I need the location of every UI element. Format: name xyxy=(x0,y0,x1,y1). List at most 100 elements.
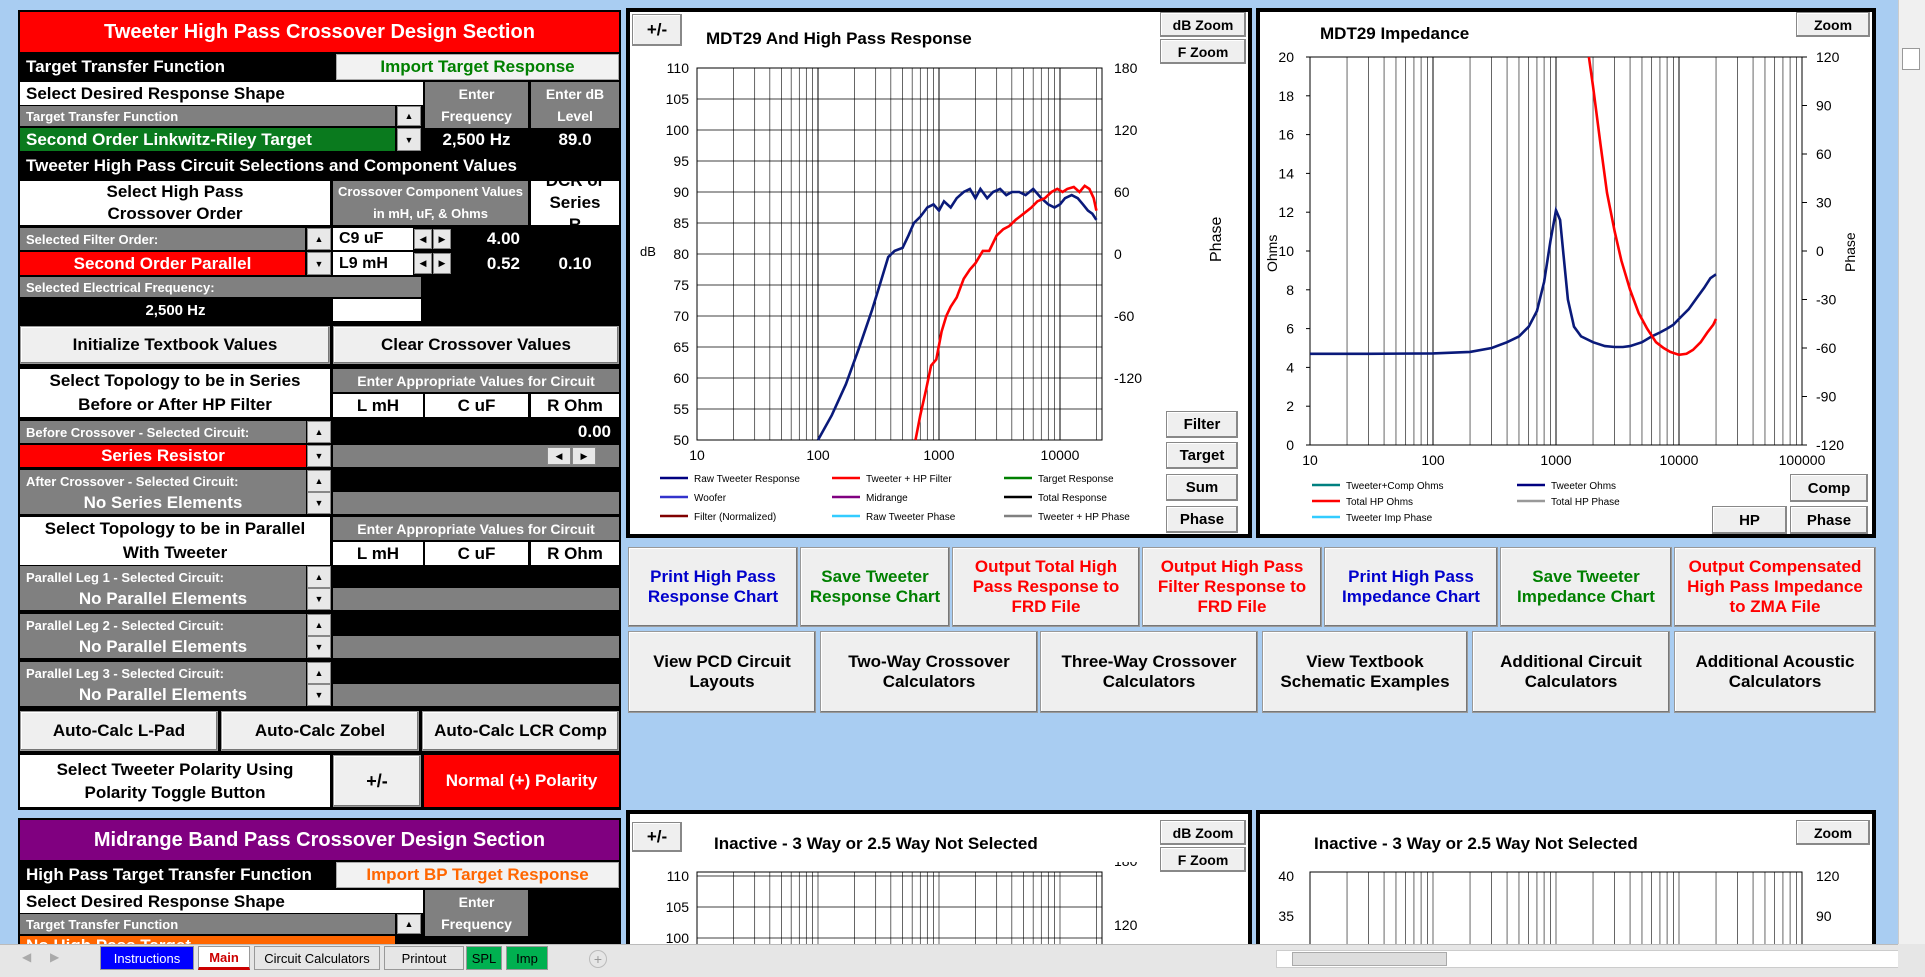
action-button-5[interactable]: Save Tweeter Impedance Chart xyxy=(1500,547,1672,627)
sheet-tab-printout[interactable]: Printout xyxy=(384,946,464,970)
comp-toggle-button[interactable]: Comp xyxy=(1790,474,1868,502)
sheet-tab-imp[interactable]: Imp xyxy=(506,946,548,970)
initialize-textbook-button[interactable]: Initialize Textbook Values xyxy=(20,326,330,364)
autocalc-zobel-button[interactable]: Auto-Calc Zobel xyxy=(221,711,419,751)
action-button-6[interactable]: Output Compensated High Pass Impedance t… xyxy=(1674,547,1876,627)
autocalc-lcr-button[interactable]: Auto-Calc LCR Comp xyxy=(422,711,619,751)
component1-dec[interactable]: ◀ xyxy=(414,229,432,249)
leg1-select[interactable]: No Parallel Elements xyxy=(20,588,306,610)
phase-toggle-button[interactable]: Phase xyxy=(1166,506,1238,533)
leg3-scroll-up[interactable]: ▲ xyxy=(307,662,331,684)
calculator-button-5[interactable]: Additional Acoustic Calculators xyxy=(1674,631,1876,713)
response-polarity-button[interactable]: +/- xyxy=(632,14,682,46)
before-scroll-down[interactable]: ▼ xyxy=(307,445,331,467)
leg1-scroll-down[interactable]: ▼ xyxy=(307,588,331,610)
horizontal-scroll-thumb[interactable] xyxy=(1292,952,1447,966)
calculator-button-3[interactable]: View Textbook Schematic Examples xyxy=(1262,631,1468,713)
action-button-3[interactable]: Output High Pass Filter Response to FRD … xyxy=(1142,547,1322,627)
import-bp-target-button[interactable]: Import BP Target Response xyxy=(336,862,619,888)
action-button-0[interactable]: Print High Pass Response Chart xyxy=(628,547,798,627)
tab-scroll-left-icon[interactable]: ◀ xyxy=(22,950,32,964)
action-button-4[interactable]: Print High Pass Impedance Chart xyxy=(1324,547,1498,627)
mid-polarity-button[interactable]: +/- xyxy=(632,822,682,852)
impedance-zoom-button[interactable]: Zoom xyxy=(1796,12,1870,37)
sheet-tab-instructions[interactable]: Instructions xyxy=(100,946,194,970)
action-button-2[interactable]: Output Total High Pass Response to FRD F… xyxy=(952,547,1140,627)
after-circuit-select[interactable]: No Series Elements xyxy=(20,492,306,514)
sheet-tab-main[interactable]: Main xyxy=(198,946,250,970)
after-scroll-down[interactable]: ▼ xyxy=(307,492,331,514)
autocalc-lpad-button[interactable]: Auto-Calc L-Pad xyxy=(20,711,218,751)
series-topology-label: Select Topology to be in Series Before o… xyxy=(20,369,330,417)
before-hscroll-right[interactable]: ▶ xyxy=(572,447,596,465)
vertical-scroll-thumb[interactable] xyxy=(1902,48,1920,70)
calculator-button-2[interactable]: Three-Way Crossover Calculators xyxy=(1040,631,1258,713)
legend-label: Midrange xyxy=(866,493,908,504)
calculator-button-1[interactable]: Two-Way Crossover Calculators xyxy=(820,631,1038,713)
response-phase-tick: 180 xyxy=(1114,60,1138,76)
tweeter-ohms-line xyxy=(1310,205,1717,356)
leg2-gray-bar xyxy=(333,636,619,658)
filter-order-down[interactable]: ▼ xyxy=(307,252,331,275)
leg1-scroll-up[interactable]: ▲ xyxy=(307,566,331,588)
impedance-phase-tick: -60 xyxy=(1816,340,1836,356)
mid-hp-target-label: High Pass Target Transfer Function xyxy=(20,862,333,888)
mid-db-zoom-button[interactable]: dB Zoom xyxy=(1160,820,1246,845)
impedance-phase-tick: 30 xyxy=(1816,195,1832,211)
db-level-input[interactable]: 89.0 xyxy=(531,128,619,151)
hp-toggle-button[interactable]: HP xyxy=(1712,506,1787,534)
leg3-scroll-down[interactable]: ▼ xyxy=(307,684,331,706)
import-target-button[interactable]: Import Target Response xyxy=(336,54,619,80)
impedance-phase-tick: 60 xyxy=(1816,146,1832,162)
shape-scroll-up[interactable]: ▲ xyxy=(397,106,421,126)
after-scroll-up[interactable]: ▲ xyxy=(307,470,331,492)
component2-dec[interactable]: ◀ xyxy=(414,253,432,274)
leg2-scroll-up[interactable]: ▲ xyxy=(307,614,331,636)
db-zoom-button[interactable]: dB Zoom xyxy=(1160,12,1246,37)
before-hscroll-left[interactable]: ◀ xyxy=(547,447,571,465)
polarity-toggle-button[interactable]: +/- xyxy=(333,755,421,807)
target-toggle-button[interactable]: Target xyxy=(1166,442,1238,469)
add-sheet-icon[interactable]: + xyxy=(589,950,607,968)
before-circuit-select[interactable]: Series Resistor xyxy=(20,445,306,467)
component2-value[interactable]: 0.52 xyxy=(452,252,528,275)
mid-enter-frequency-label: Enter Frequency xyxy=(425,890,528,936)
before-scroll-up[interactable]: ▲ xyxy=(307,421,331,443)
sum-toggle-button[interactable]: Sum xyxy=(1166,474,1238,501)
leg3-select[interactable]: No Parallel Elements xyxy=(20,684,306,706)
mid-shape-scroll-up[interactable]: ▲ xyxy=(397,914,421,934)
component1-value[interactable]: 4.00 xyxy=(452,228,528,250)
filter-order-up[interactable]: ▲ xyxy=(307,228,331,250)
component1-inc[interactable]: ▶ xyxy=(433,229,451,249)
tab-scroll-right-icon[interactable]: ▶ xyxy=(50,950,60,964)
mid-response-phase-tick: 180 xyxy=(1114,862,1138,869)
dcr-label: DCR or Series R xyxy=(531,171,619,234)
parallel-topology-label: Select Topology to be in Parallel With T… xyxy=(20,517,330,565)
legend-label: Filter (Normalized) xyxy=(694,512,776,523)
leg2-select[interactable]: No Parallel Elements xyxy=(20,636,306,658)
f-zoom-button[interactable]: F Zoom xyxy=(1160,39,1246,64)
vertical-scrollbar[interactable] xyxy=(1898,0,1925,946)
clear-crossover-button[interactable]: Clear Crossover Values xyxy=(333,326,619,364)
filter-order-select[interactable]: Second Order Parallel xyxy=(20,252,305,275)
impedance-phase-axis-label: Phase xyxy=(1842,232,1858,272)
sheet-tab-circuit-calculators[interactable]: Circuit Calculators xyxy=(254,946,380,970)
calculator-button-0[interactable]: View PCD Circuit Layouts xyxy=(628,631,816,713)
leg2-scroll-down[interactable]: ▼ xyxy=(307,636,331,658)
sheet-tab-spl[interactable]: SPL xyxy=(466,946,502,970)
action-button-1[interactable]: Save Tweeter Response Chart xyxy=(800,547,950,627)
impedance-phase-toggle-button[interactable]: Phase xyxy=(1790,506,1868,534)
mid-impedance-zoom-button[interactable]: Zoom xyxy=(1796,820,1870,845)
before-r-value[interactable]: 0.00 xyxy=(577,422,611,441)
filter-toggle-button[interactable]: Filter xyxy=(1166,411,1238,438)
frequency-input[interactable]: 2,500 Hz xyxy=(425,128,528,151)
component2-dcr[interactable]: 0.10 xyxy=(531,252,619,275)
target-shape-select[interactable]: Second Order Linkwitz-Riley Target xyxy=(20,128,395,151)
impedance-legend: Tweeter+Comp Ohms Tweeter Ohms Total HP Oh… xyxy=(1312,481,1620,524)
shape-dropdown-arrow[interactable]: ▼ xyxy=(397,128,421,151)
component2-inc[interactable]: ▶ xyxy=(433,253,451,274)
mid-target-shape-select[interactable]: No High Pass Target xyxy=(20,936,395,946)
calculator-button-4[interactable]: Additional Circuit Calculators xyxy=(1472,631,1670,713)
response-y-tick: 85 xyxy=(673,215,689,231)
mid-f-zoom-button[interactable]: F Zoom xyxy=(1160,847,1246,872)
